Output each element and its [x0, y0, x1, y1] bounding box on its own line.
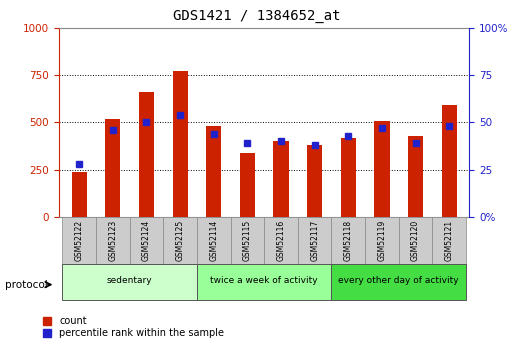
Bar	[442, 105, 457, 217]
FancyBboxPatch shape	[230, 217, 264, 264]
Text: GSM52121: GSM52121	[445, 220, 453, 261]
FancyBboxPatch shape	[63, 217, 96, 264]
Text: GSM52114: GSM52114	[209, 220, 218, 261]
Text: GSM52119: GSM52119	[378, 220, 386, 261]
Bar	[139, 92, 154, 217]
Bar	[72, 172, 87, 217]
FancyBboxPatch shape	[264, 217, 298, 264]
FancyBboxPatch shape	[96, 217, 130, 264]
Legend: count, percentile rank within the sample: count, percentile rank within the sample	[41, 314, 226, 340]
FancyBboxPatch shape	[163, 217, 197, 264]
FancyBboxPatch shape	[197, 217, 230, 264]
FancyBboxPatch shape	[432, 217, 466, 264]
Bar	[273, 141, 289, 217]
Text: twice a week of activity: twice a week of activity	[210, 276, 318, 285]
Text: every other day of activity: every other day of activity	[339, 276, 459, 285]
Text: GSM52117: GSM52117	[310, 220, 319, 261]
Text: sedentary: sedentary	[107, 276, 152, 285]
FancyBboxPatch shape	[399, 217, 432, 264]
Bar	[307, 145, 322, 217]
Text: GSM52120: GSM52120	[411, 220, 420, 261]
Text: GSM52125: GSM52125	[175, 220, 185, 261]
Bar	[374, 120, 389, 217]
Bar	[408, 136, 423, 217]
Text: GSM52122: GSM52122	[75, 220, 84, 261]
Bar	[172, 71, 188, 217]
FancyBboxPatch shape	[63, 264, 197, 300]
FancyBboxPatch shape	[331, 264, 466, 300]
FancyBboxPatch shape	[298, 217, 331, 264]
FancyBboxPatch shape	[331, 217, 365, 264]
Text: GSM52124: GSM52124	[142, 220, 151, 261]
Bar	[206, 126, 221, 217]
Bar	[240, 153, 255, 217]
Text: GSM52118: GSM52118	[344, 220, 353, 261]
Bar	[105, 119, 121, 217]
Text: GDS1421 / 1384652_at: GDS1421 / 1384652_at	[173, 9, 340, 23]
FancyBboxPatch shape	[130, 217, 163, 264]
Text: GSM52123: GSM52123	[108, 220, 117, 261]
FancyBboxPatch shape	[365, 217, 399, 264]
Text: protocol: protocol	[5, 280, 48, 289]
Bar	[341, 138, 356, 217]
FancyBboxPatch shape	[197, 264, 331, 300]
Text: GSM52115: GSM52115	[243, 220, 252, 261]
Text: GSM52116: GSM52116	[277, 220, 286, 261]
